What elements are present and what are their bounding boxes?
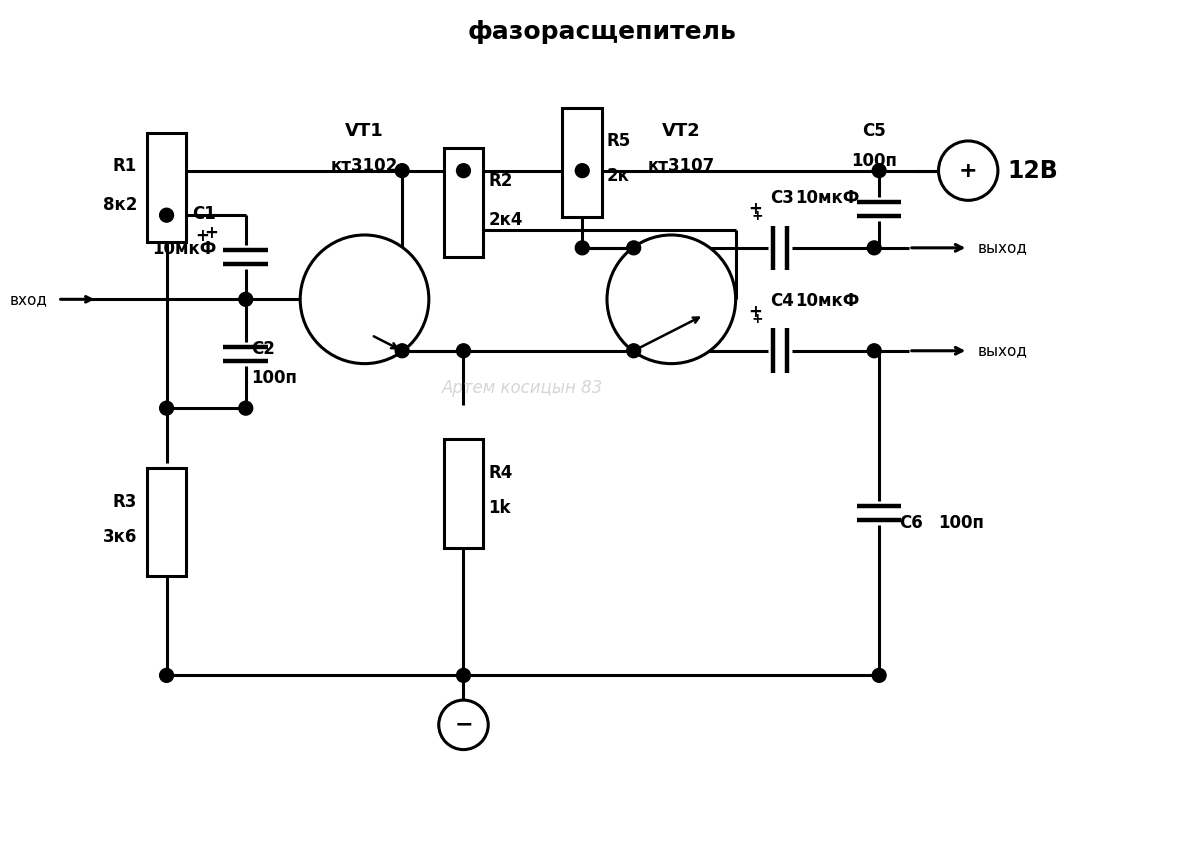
Text: 3к6: 3к6: [102, 527, 137, 546]
Text: R2: R2: [488, 171, 512, 190]
Circle shape: [300, 235, 428, 364]
Text: R3: R3: [113, 494, 137, 511]
Bar: [563, 109, 602, 217]
Text: +: +: [204, 224, 218, 242]
Text: +: +: [959, 160, 978, 181]
Text: +: +: [749, 200, 762, 218]
Text: вход: вход: [10, 292, 48, 307]
Circle shape: [456, 343, 470, 358]
Text: +: +: [751, 311, 763, 326]
Circle shape: [575, 241, 589, 254]
Text: выход: выход: [978, 240, 1028, 255]
Circle shape: [160, 401, 174, 415]
Text: 1k: 1k: [488, 499, 511, 517]
Text: R5: R5: [607, 132, 631, 150]
Text: VT1: VT1: [346, 122, 384, 140]
Text: 2к: 2к: [607, 166, 630, 185]
Bar: [444, 439, 484, 548]
Circle shape: [868, 343, 881, 358]
Text: 12В: 12В: [1008, 159, 1058, 182]
Text: C5: C5: [863, 122, 886, 140]
Circle shape: [872, 164, 886, 177]
Circle shape: [395, 164, 409, 177]
Circle shape: [456, 164, 470, 177]
Text: 10мкФ: 10мкФ: [796, 293, 859, 310]
Text: 100п: 100п: [251, 370, 296, 388]
Circle shape: [456, 668, 470, 683]
Text: кт3107: кт3107: [648, 157, 715, 175]
Bar: [444, 148, 484, 257]
Bar: [146, 467, 186, 577]
Text: Артем косицын 83: Артем косицын 83: [442, 379, 604, 398]
Circle shape: [607, 235, 736, 364]
Text: 8к2: 8к2: [102, 196, 137, 215]
Text: C6: C6: [899, 514, 923, 532]
Circle shape: [439, 700, 488, 750]
Text: 100п: 100п: [938, 514, 984, 532]
Text: −: −: [454, 715, 473, 735]
Circle shape: [160, 668, 174, 683]
Text: фазорасщепитель: фазорасщепитель: [468, 20, 737, 44]
Text: +: +: [194, 227, 209, 245]
Text: C1: C1: [192, 205, 216, 223]
Circle shape: [938, 141, 998, 200]
Text: кт3102: кт3102: [331, 157, 398, 175]
Circle shape: [626, 241, 641, 254]
Circle shape: [575, 164, 589, 177]
Text: VT2: VT2: [662, 122, 701, 140]
Circle shape: [872, 668, 886, 683]
Bar: [146, 133, 186, 242]
Circle shape: [239, 401, 253, 415]
Text: +: +: [751, 209, 763, 223]
Circle shape: [395, 343, 409, 358]
Text: C4: C4: [770, 293, 794, 310]
Text: R4: R4: [488, 465, 512, 483]
Circle shape: [239, 293, 253, 306]
Text: C2: C2: [251, 340, 275, 358]
Circle shape: [626, 343, 641, 358]
Text: выход: выход: [978, 343, 1028, 358]
Text: R1: R1: [113, 157, 137, 175]
Circle shape: [868, 241, 881, 254]
Text: +: +: [749, 303, 762, 321]
Text: C3: C3: [770, 189, 794, 208]
Text: 10мкФ: 10мкФ: [151, 240, 216, 258]
Text: 10мкФ: 10мкФ: [796, 189, 859, 208]
Text: 100п: 100п: [851, 152, 898, 170]
Circle shape: [160, 209, 174, 222]
Text: 2к4: 2к4: [488, 211, 523, 229]
